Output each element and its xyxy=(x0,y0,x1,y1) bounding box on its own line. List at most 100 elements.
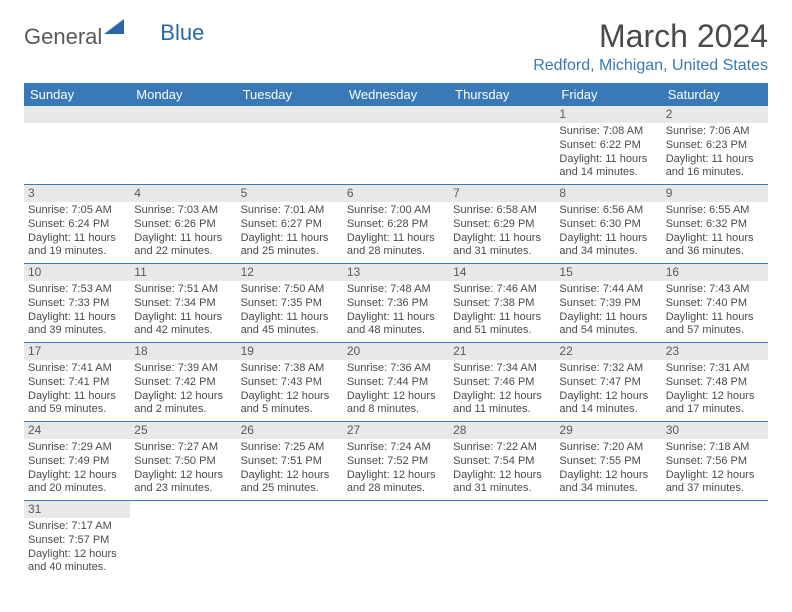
calendar-cell xyxy=(555,501,661,580)
calendar-cell: 22Sunrise: 7:32 AMSunset: 7:47 PMDayligh… xyxy=(555,343,661,422)
daylight-text-2: and 37 minutes. xyxy=(666,482,764,496)
sunrise-text: Sunrise: 7:41 AM xyxy=(28,362,126,376)
day-info: Sunrise: 7:01 AMSunset: 6:27 PMDaylight:… xyxy=(237,202,343,263)
daylight-text: Daylight: 11 hours xyxy=(559,311,657,325)
sunrise-text: Sunrise: 7:43 AM xyxy=(666,283,764,297)
sunset-text: Sunset: 7:38 PM xyxy=(453,297,551,311)
day-info: Sunrise: 7:51 AMSunset: 7:34 PMDaylight:… xyxy=(130,281,236,342)
sunrise-text: Sunrise: 7:27 AM xyxy=(134,441,232,455)
header: General Blue March 2024 Redford, Michiga… xyxy=(24,18,768,75)
daylight-text-2: and 23 minutes. xyxy=(134,482,232,496)
daylight-text-2: and 22 minutes. xyxy=(134,245,232,259)
daylight-text: Daylight: 12 hours xyxy=(134,390,232,404)
daylight-text: Daylight: 12 hours xyxy=(28,548,126,562)
sunrise-text: Sunrise: 7:48 AM xyxy=(347,283,445,297)
calendar-cell: 25Sunrise: 7:27 AMSunset: 7:50 PMDayligh… xyxy=(130,422,236,501)
calendar-cell: 13Sunrise: 7:48 AMSunset: 7:36 PMDayligh… xyxy=(343,264,449,343)
day-number: 23 xyxy=(662,343,768,360)
daylight-text: Daylight: 11 hours xyxy=(28,390,126,404)
day-number: 12 xyxy=(237,264,343,281)
day-info: Sunrise: 7:24 AMSunset: 7:52 PMDaylight:… xyxy=(343,439,449,500)
calendar-cell: 7Sunrise: 6:58 AMSunset: 6:29 PMDaylight… xyxy=(449,185,555,264)
daylight-text-2: and 11 minutes. xyxy=(453,403,551,417)
day-number: 4 xyxy=(130,185,236,202)
daylight-text-2: and 54 minutes. xyxy=(559,324,657,338)
day-info: Sunrise: 7:39 AMSunset: 7:42 PMDaylight:… xyxy=(130,360,236,421)
sunrise-text: Sunrise: 7:06 AM xyxy=(666,125,764,139)
day-header: Saturday xyxy=(662,83,768,106)
day-header: Monday xyxy=(130,83,236,106)
sunset-text: Sunset: 7:36 PM xyxy=(347,297,445,311)
sunset-text: Sunset: 7:33 PM xyxy=(28,297,126,311)
day-number: 17 xyxy=(24,343,130,360)
daylight-text: Daylight: 12 hours xyxy=(559,469,657,483)
sunset-text: Sunset: 7:42 PM xyxy=(134,376,232,390)
daylight-text: Daylight: 11 hours xyxy=(28,311,126,325)
sunset-text: Sunset: 7:44 PM xyxy=(347,376,445,390)
day-number: 15 xyxy=(555,264,661,281)
daylight-text: Daylight: 12 hours xyxy=(559,390,657,404)
day-number: 7 xyxy=(449,185,555,202)
daylight-text-2: and 48 minutes. xyxy=(347,324,445,338)
daylight-text: Daylight: 11 hours xyxy=(347,311,445,325)
daylight-text-2: and 57 minutes. xyxy=(666,324,764,338)
logo: General Blue xyxy=(24,24,204,50)
sunset-text: Sunset: 6:24 PM xyxy=(28,218,126,232)
calendar-cell xyxy=(343,106,449,185)
day-info: Sunrise: 6:58 AMSunset: 6:29 PMDaylight:… xyxy=(449,202,555,263)
calendar-cell: 20Sunrise: 7:36 AMSunset: 7:44 PMDayligh… xyxy=(343,343,449,422)
daylight-text: Daylight: 11 hours xyxy=(134,311,232,325)
sunrise-text: Sunrise: 7:39 AM xyxy=(134,362,232,376)
sunset-text: Sunset: 7:41 PM xyxy=(28,376,126,390)
day-number-empty xyxy=(237,106,343,123)
calendar-cell: 29Sunrise: 7:20 AMSunset: 7:55 PMDayligh… xyxy=(555,422,661,501)
daylight-text-2: and 20 minutes. xyxy=(28,482,126,496)
calendar-cell: 31Sunrise: 7:17 AMSunset: 7:57 PMDayligh… xyxy=(24,501,130,580)
day-info: Sunrise: 6:56 AMSunset: 6:30 PMDaylight:… xyxy=(555,202,661,263)
sunrise-text: Sunrise: 7:31 AM xyxy=(666,362,764,376)
calendar-cell xyxy=(343,501,449,580)
daylight-text: Daylight: 12 hours xyxy=(28,469,126,483)
sunset-text: Sunset: 7:39 PM xyxy=(559,297,657,311)
calendar-cell: 19Sunrise: 7:38 AMSunset: 7:43 PMDayligh… xyxy=(237,343,343,422)
day-number: 8 xyxy=(555,185,661,202)
calendar-cell xyxy=(130,501,236,580)
day-number: 30 xyxy=(662,422,768,439)
day-number: 3 xyxy=(24,185,130,202)
calendar-cell: 28Sunrise: 7:22 AMSunset: 7:54 PMDayligh… xyxy=(449,422,555,501)
sunrise-text: Sunrise: 7:32 AM xyxy=(559,362,657,376)
sunrise-text: Sunrise: 7:03 AM xyxy=(134,204,232,218)
day-number: 25 xyxy=(130,422,236,439)
sunrise-text: Sunrise: 7:00 AM xyxy=(347,204,445,218)
day-info: Sunrise: 7:00 AMSunset: 6:28 PMDaylight:… xyxy=(343,202,449,263)
sunrise-text: Sunrise: 7:29 AM xyxy=(28,441,126,455)
calendar-body: 1Sunrise: 7:08 AMSunset: 6:22 PMDaylight… xyxy=(24,106,768,579)
sunset-text: Sunset: 7:49 PM xyxy=(28,455,126,469)
day-header: Sunday xyxy=(24,83,130,106)
sunrise-text: Sunrise: 6:55 AM xyxy=(666,204,764,218)
calendar-cell xyxy=(237,106,343,185)
daylight-text-2: and 19 minutes. xyxy=(28,245,126,259)
daylight-text: Daylight: 11 hours xyxy=(559,232,657,246)
calendar-cell: 11Sunrise: 7:51 AMSunset: 7:34 PMDayligh… xyxy=(130,264,236,343)
calendar-cell: 15Sunrise: 7:44 AMSunset: 7:39 PMDayligh… xyxy=(555,264,661,343)
sunrise-text: Sunrise: 7:22 AM xyxy=(453,441,551,455)
day-info: Sunrise: 7:32 AMSunset: 7:47 PMDaylight:… xyxy=(555,360,661,421)
sunrise-text: Sunrise: 7:18 AM xyxy=(666,441,764,455)
day-number-empty xyxy=(24,106,130,123)
calendar-cell: 18Sunrise: 7:39 AMSunset: 7:42 PMDayligh… xyxy=(130,343,236,422)
day-info: Sunrise: 7:36 AMSunset: 7:44 PMDaylight:… xyxy=(343,360,449,421)
daylight-text: Daylight: 12 hours xyxy=(666,390,764,404)
daylight-text: Daylight: 12 hours xyxy=(347,469,445,483)
calendar-cell: 6Sunrise: 7:00 AMSunset: 6:28 PMDaylight… xyxy=(343,185,449,264)
calendar-cell: 9Sunrise: 6:55 AMSunset: 6:32 PMDaylight… xyxy=(662,185,768,264)
day-info: Sunrise: 7:05 AMSunset: 6:24 PMDaylight:… xyxy=(24,202,130,263)
daylight-text: Daylight: 12 hours xyxy=(134,469,232,483)
daylight-text-2: and 16 minutes. xyxy=(666,166,764,180)
day-info: Sunrise: 7:17 AMSunset: 7:57 PMDaylight:… xyxy=(24,518,130,579)
sunrise-text: Sunrise: 6:56 AM xyxy=(559,204,657,218)
sunset-text: Sunset: 7:52 PM xyxy=(347,455,445,469)
day-number: 28 xyxy=(449,422,555,439)
daylight-text-2: and 34 minutes. xyxy=(559,482,657,496)
calendar-cell: 10Sunrise: 7:53 AMSunset: 7:33 PMDayligh… xyxy=(24,264,130,343)
